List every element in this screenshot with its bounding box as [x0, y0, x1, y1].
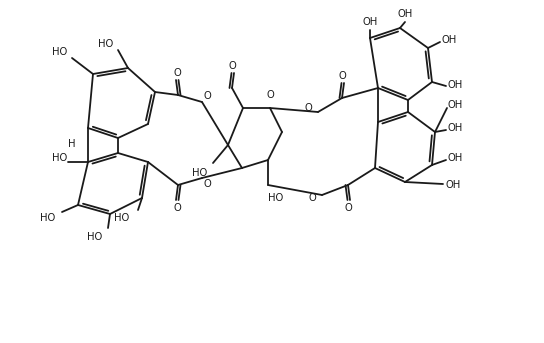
- Text: O: O: [228, 61, 236, 71]
- Text: O: O: [203, 91, 211, 101]
- Text: HO: HO: [52, 153, 67, 163]
- Text: O: O: [308, 193, 316, 203]
- Text: OH: OH: [448, 80, 463, 90]
- Text: HO: HO: [40, 213, 55, 223]
- Text: O: O: [203, 179, 211, 189]
- Text: HO: HO: [52, 47, 67, 57]
- Text: OH: OH: [397, 9, 413, 19]
- Text: H: H: [68, 139, 76, 149]
- Text: O: O: [344, 203, 352, 213]
- Text: OH: OH: [445, 180, 460, 190]
- Text: OH: OH: [448, 123, 463, 133]
- Text: O: O: [173, 203, 181, 213]
- Text: OH: OH: [362, 17, 378, 27]
- Text: OH: OH: [448, 153, 463, 163]
- Text: O: O: [338, 71, 346, 81]
- Text: OH: OH: [442, 35, 458, 45]
- Text: HO: HO: [268, 193, 283, 203]
- Text: OH: OH: [448, 100, 463, 110]
- Text: HO: HO: [193, 168, 208, 178]
- Text: HO: HO: [114, 213, 129, 223]
- Text: HO: HO: [88, 232, 103, 242]
- Text: HO: HO: [98, 39, 114, 49]
- Text: O: O: [304, 103, 312, 113]
- Text: O: O: [173, 68, 181, 78]
- Text: O: O: [266, 90, 274, 100]
